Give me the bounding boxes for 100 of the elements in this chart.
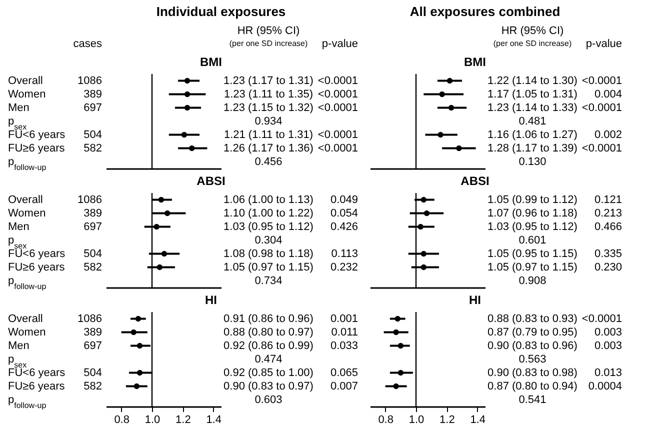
text: 0.335 [594, 248, 622, 260]
text: <0.0001 [582, 74, 622, 87]
y-tick-label: FU<6 years [8, 128, 66, 141]
text: p-value [322, 38, 358, 50]
text: 0.113 [331, 248, 358, 260]
x-tick-label: 1.4 [470, 414, 486, 426]
data-label: 1.23 (1.17 to 1.31) [224, 74, 314, 87]
text: 0.130 [518, 156, 546, 168]
text: 0.049 [330, 194, 358, 206]
y-tick-label: FU<6 years [8, 366, 66, 379]
text: 0.004 [594, 88, 622, 100]
x-tick-label: 1.2 [440, 414, 455, 426]
y2-tick-label: 582 [84, 380, 102, 392]
y2-tick-label: 1086 [78, 312, 102, 325]
data-label: 1.05 (0.97 to 1.15) [488, 261, 578, 274]
y2-tick-label: 582 [84, 261, 102, 274]
data-label: 0.87 (0.79 to 0.95) [488, 326, 578, 338]
data-label: 1.28 (1.17 to 1.39) [488, 142, 578, 154]
text: 0.121 [594, 194, 622, 206]
text: 0.474 [254, 353, 282, 366]
x-tick-label: 1.4 [206, 414, 222, 426]
y-tick-label: p$_{sex}$ [8, 234, 27, 250]
data-label: 1.05 (0.97 to 1.15) [224, 261, 314, 274]
text: 0.013 [594, 366, 622, 379]
y-tick-label: FU≥6 years [8, 380, 66, 392]
data-label: 0.90 (0.83 to 0.97) [224, 380, 314, 392]
text: <0.0001 [318, 128, 358, 141]
x-tick-label: 0.8 [378, 414, 394, 426]
text: 0.426 [330, 220, 358, 233]
text: 0.003 [594, 326, 622, 338]
data-label: 1.23 (1.14 to 1.33) [488, 102, 578, 114]
text: 0.001 [330, 312, 358, 325]
y-tick-label: p$_{follow-up}$ [8, 274, 47, 290]
text: 0.601 [518, 234, 546, 246]
data-label: 1.07 (0.96 to 1.18) [488, 207, 578, 220]
y2-tick-label: 504 [84, 248, 102, 260]
text: 0.563 [518, 353, 546, 366]
text: <0.0001 [582, 142, 622, 154]
data-label: 1.10 (1.00 to 1.22) [224, 207, 314, 220]
x-tick-label: 0.8 [114, 414, 130, 426]
y-tick-label: Women [8, 326, 46, 338]
text: 0.002 [594, 128, 622, 141]
data-label: 1.05 (0.95 to 1.15) [488, 248, 578, 260]
text: HR (95% CI) [237, 25, 300, 37]
text: 0.734 [254, 274, 282, 287]
y2-tick-label: 697 [84, 340, 102, 352]
y2-tick-label: 389 [84, 88, 102, 100]
text: 0.213 [594, 207, 622, 220]
text: 0.481 [518, 115, 546, 128]
text: <0.0001 [582, 102, 622, 114]
chart-subtitle: BMI [464, 55, 486, 69]
text: p-value [586, 38, 622, 50]
text: 0.003 [594, 340, 622, 352]
data-label: 0.90 (0.83 to 0.96) [488, 340, 578, 352]
data-label: 1.21 (1.11 to 1.31) [224, 128, 314, 141]
text: 0.230 [594, 261, 622, 274]
text: cases [73, 38, 102, 50]
y-tick-label: FU≥6 years [8, 261, 66, 274]
data-label: 0.87 (0.80 to 0.94) [488, 380, 578, 392]
y2-tick-label: 504 [84, 128, 102, 141]
y-tick-label: FU<6 years [8, 248, 66, 260]
data-label: 1.17 (1.05 to 1.31) [488, 88, 578, 100]
data-label: 1.23 (1.15 to 1.32) [224, 102, 314, 114]
text: (per one SD increase) [229, 39, 308, 48]
text: 0.304 [254, 234, 282, 246]
data-label: 0.92 (0.85 to 1.00) [224, 366, 314, 379]
text: 0.603 [254, 394, 282, 406]
data-label: 1.16 (1.06 to 1.27) [488, 128, 578, 141]
chart-subtitle: HI [469, 293, 481, 307]
y2-tick-label: 1086 [78, 74, 102, 87]
text: 0.011 [331, 326, 358, 338]
data-label: 1.08 (0.98 to 1.18) [224, 248, 314, 260]
y-tick-label: p$_{follow-up}$ [8, 394, 47, 410]
text: 0.232 [330, 261, 358, 274]
text: 0.007 [330, 380, 358, 392]
y-tick-label: Men [8, 340, 30, 352]
y-tick-label: Overall [8, 74, 43, 87]
chart-title: All exposures combined [410, 4, 560, 19]
data-label: 0.91 (0.86 to 0.96) [224, 312, 314, 325]
text: HR (95% CI) [501, 25, 564, 37]
chart-subtitle: ABSI [460, 174, 490, 188]
x-tick-label: 1.2 [176, 414, 191, 426]
data-label: 0.90 (0.83 to 0.98) [488, 366, 578, 379]
data-label: 1.03 (0.95 to 1.12) [488, 220, 578, 233]
text: 0.456 [254, 156, 282, 168]
y2-tick-label: 1086 [78, 194, 102, 206]
chart-subtitle: BMI [200, 55, 222, 69]
y-tick-label: Women [8, 88, 46, 100]
text: 0.065 [330, 366, 358, 379]
text: 0.934 [254, 115, 282, 128]
data-label: 1.26 (1.17 to 1.36) [224, 142, 314, 154]
chart-subtitle: ABSI [196, 174, 226, 188]
y2-tick-label: 389 [84, 207, 102, 220]
data-label: 1.06 (1.00 to 1.13) [224, 194, 314, 206]
data-label: 1.05 (0.99 to 1.12) [488, 194, 578, 206]
text: <0.0001 [318, 74, 358, 87]
y2-tick-label: 389 [84, 326, 102, 338]
y-tick-label: FU≥6 years [8, 142, 66, 154]
text: <0.0001 [318, 88, 358, 100]
y-tick-label: Men [8, 220, 30, 233]
